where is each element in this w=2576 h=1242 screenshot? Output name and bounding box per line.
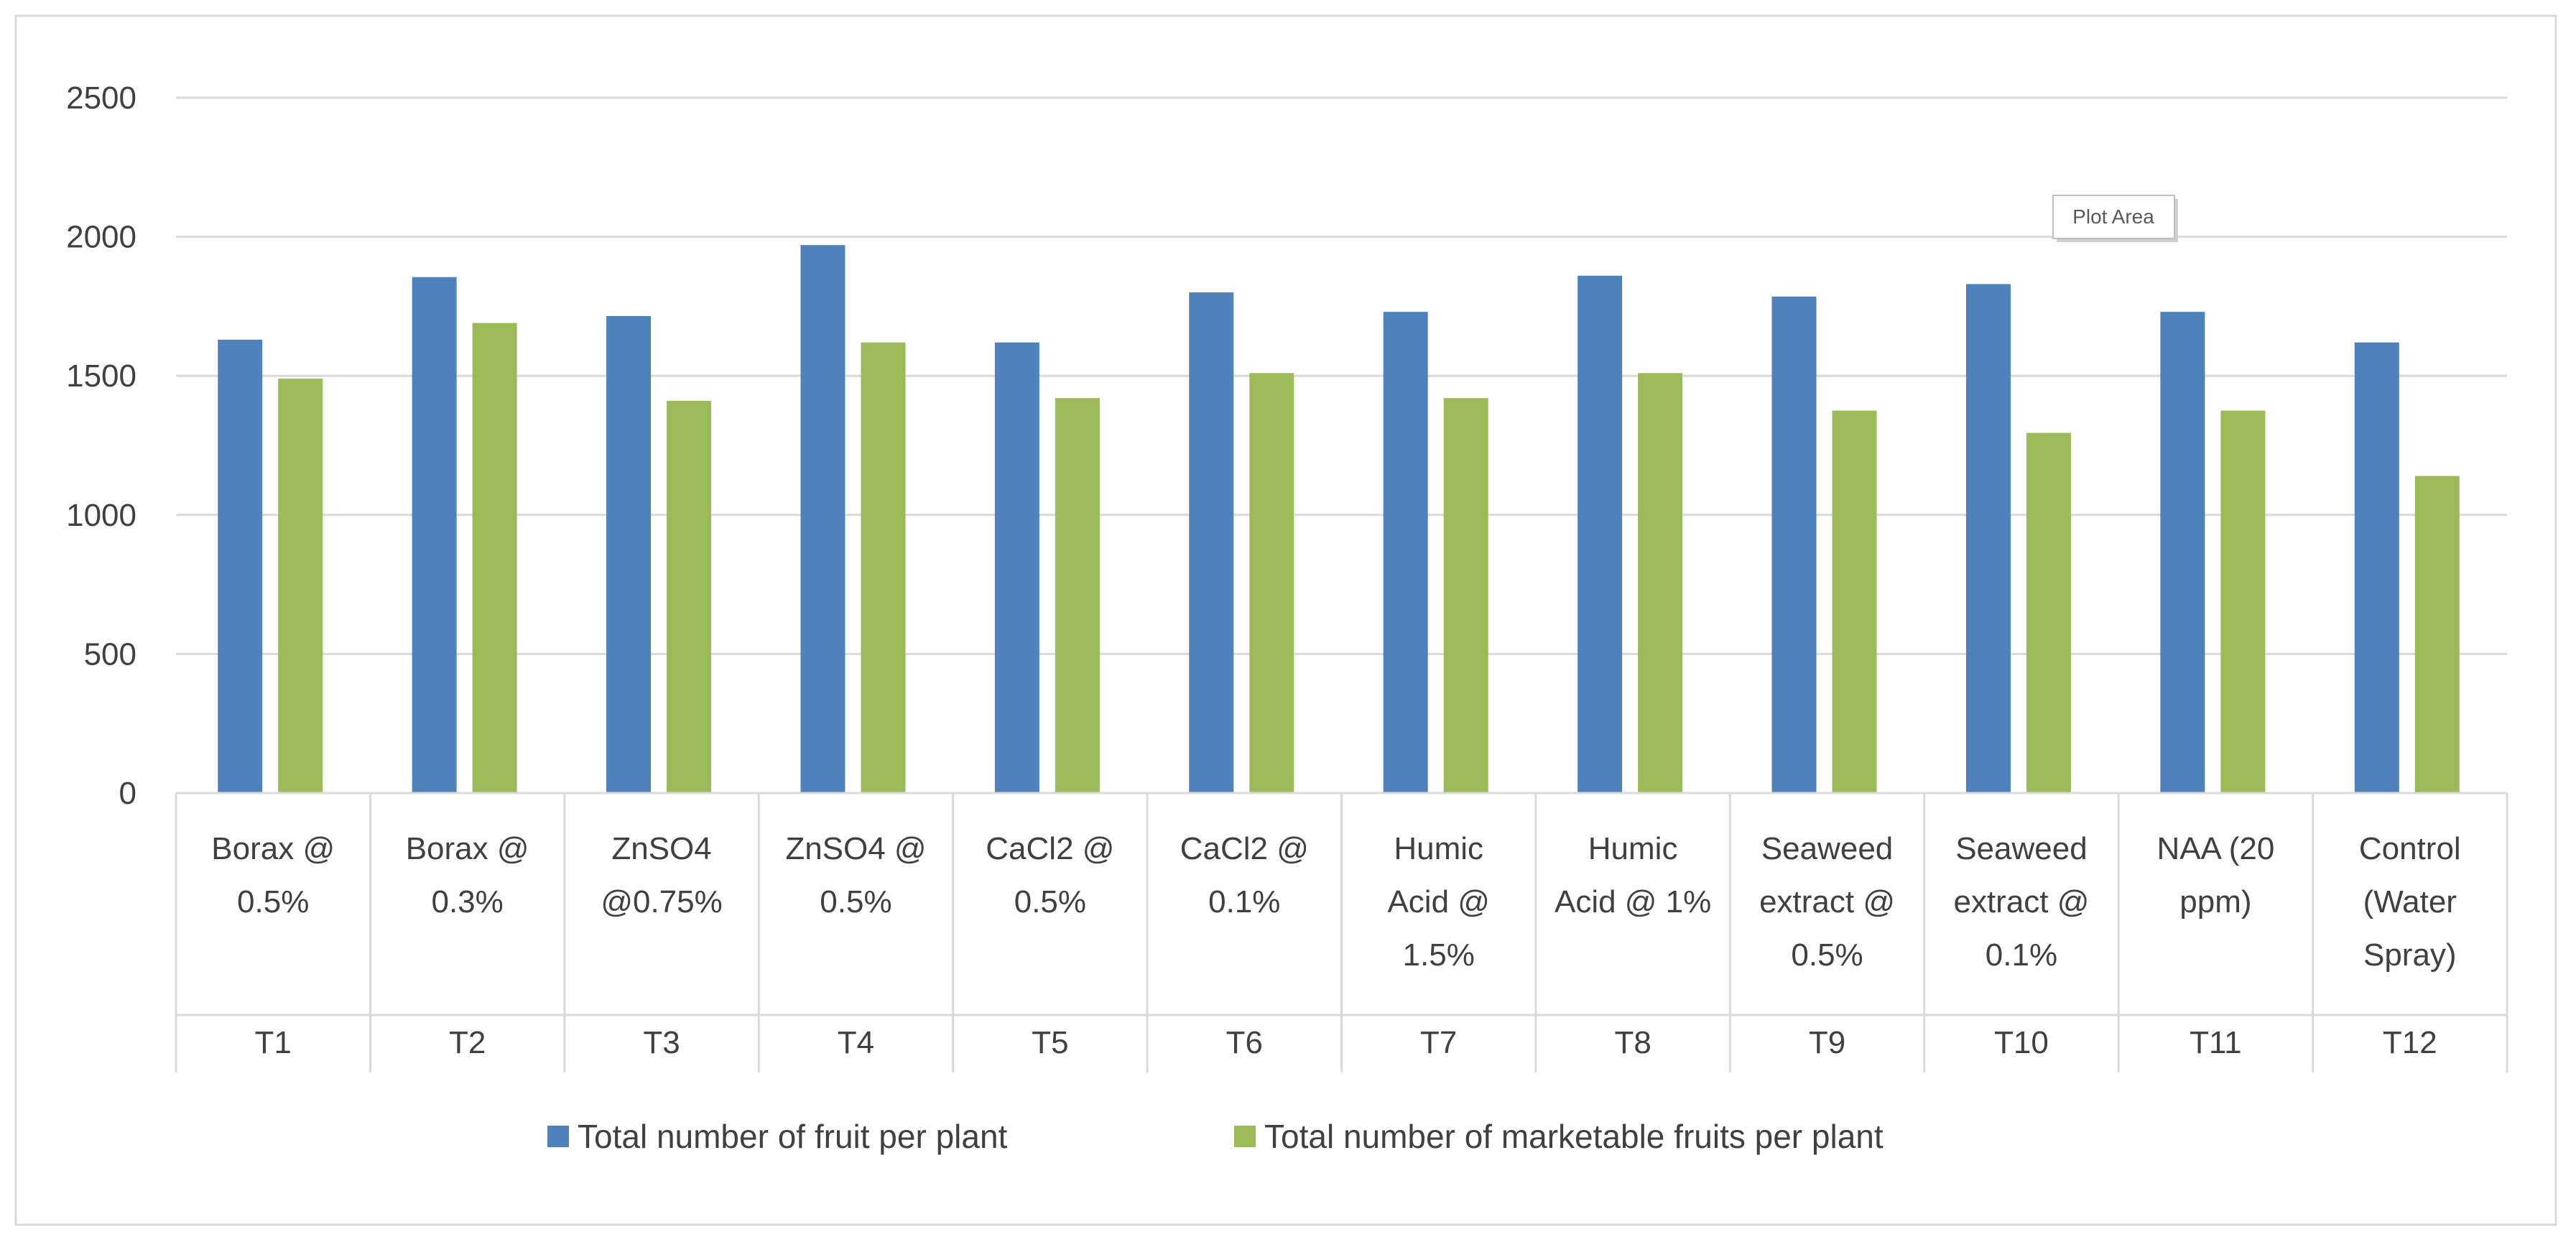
x-category-label: 0.5% <box>820 884 891 919</box>
x-category-label: (Water <box>2363 884 2457 919</box>
y-tick-label: 1000 <box>66 498 136 533</box>
bar-series-2-t9 <box>1832 410 1877 793</box>
y-tick-label: 2500 <box>66 80 136 116</box>
x-category-label: CaCl2 @ <box>1180 831 1309 866</box>
y-tick-label: 0 <box>119 776 136 811</box>
x-category-label: @0.75% <box>601 884 722 919</box>
x-category-code: T5 <box>1032 1025 1068 1060</box>
legend-swatch-series-2 <box>1234 1126 1256 1147</box>
bar-series-2-t11 <box>2220 410 2266 793</box>
legend-label-series-1: Total number of fruit per plant <box>578 1118 1008 1155</box>
x-category-code: T7 <box>1420 1025 1457 1060</box>
bars <box>218 245 2460 794</box>
x-category-code: T12 <box>2383 1025 2437 1060</box>
x-category-label: NAA (20 <box>2156 831 2274 866</box>
x-axis: Borax @ 0.5% T1 Borax @ 0.3% T2 ZnSO4 @0.75% T3 Z… <box>175 792 2508 1072</box>
bar-series-2-t4 <box>861 342 906 794</box>
bar-series-1-t11 <box>2160 312 2205 793</box>
x-category-label: 0.1% <box>1208 884 1280 919</box>
x-category-label: Acid @ <box>1387 884 1489 919</box>
bar-series-2-t2 <box>472 323 517 794</box>
x-category-code: T4 <box>838 1025 874 1060</box>
legend: Total number of fruit per plant Total num… <box>547 1118 1884 1155</box>
bar-series-2-t10 <box>2026 432 2071 793</box>
tooltip-text: Plot Area <box>2072 205 2154 228</box>
x-category-label: 0.5% <box>1014 884 1086 919</box>
x-category-label: Humic <box>1394 831 1483 866</box>
x-category-label: 0.1% <box>1986 937 2057 973</box>
gridlines <box>176 96 2507 655</box>
y-tick-label: 500 <box>84 636 136 672</box>
x-category-code: T2 <box>449 1025 486 1060</box>
bar-series-2-t6 <box>1249 373 1294 793</box>
bar-series-2-t8 <box>1638 373 1683 793</box>
bar-series-1-t5 <box>994 342 1039 794</box>
x-category-label: extract @ <box>1759 884 1895 919</box>
plot-area-tooltip: Plot Area <box>2052 195 2178 242</box>
x-category-label: Spray) <box>2363 937 2457 973</box>
bar-series-2-t1 <box>278 379 323 793</box>
bar-series-1-t9 <box>1771 296 1817 793</box>
x-category-label: 1.5% <box>1403 937 1475 973</box>
legend-swatch-series-1 <box>547 1126 569 1147</box>
bar-series-1-t7 <box>1383 312 1428 793</box>
x-category-label: CaCl2 @ <box>986 831 1114 866</box>
bar-series-1-t2 <box>412 277 457 793</box>
x-category-label: ZnSO4 @ <box>785 831 926 866</box>
x-category-label: Borax @ <box>211 831 335 866</box>
x-category-label: extract @ <box>1953 884 2089 919</box>
x-category-code: T10 <box>1994 1025 2049 1060</box>
y-tick-label: 2000 <box>66 220 136 255</box>
tooltip-box <box>2052 195 2175 239</box>
bar-series-2-t3 <box>667 401 712 793</box>
x-category-label: 0.3% <box>431 884 503 919</box>
bar-series-1-t3 <box>606 315 652 793</box>
bar-series-2-t7 <box>1443 398 1488 793</box>
x-category-label: Borax @ <box>406 831 529 866</box>
y-axis-ticks: 0 500 1000 1500 2000 2500 <box>66 80 136 811</box>
bar-series-1-t8 <box>1577 275 1623 794</box>
bar-series-2-t12 <box>2414 476 2460 793</box>
x-category-label: 0.5% <box>1791 937 1863 973</box>
bar-series-1-t12 <box>2354 342 2399 794</box>
x-category-code: T9 <box>1809 1025 1845 1060</box>
x-category-label: 0.5% <box>237 884 309 919</box>
x-category-code: T6 <box>1226 1025 1263 1060</box>
x-category-label: Acid @ 1% <box>1555 884 1711 919</box>
x-category-code: T1 <box>255 1025 292 1060</box>
legend-label-series-2: Total number of marketable fruits per pl… <box>1264 1118 1884 1155</box>
bar-series-2-t5 <box>1055 398 1100 793</box>
x-category-label: ppm) <box>2179 884 2251 919</box>
x-category-code: T3 <box>643 1025 680 1060</box>
x-category-code: T11 <box>2190 1025 2242 1060</box>
x-category-label: Seaweed <box>1761 831 1893 866</box>
x-category-label: Seaweed <box>1955 831 2087 866</box>
x-category-label: Control <box>2359 831 2461 866</box>
x-category-code: T8 <box>1614 1025 1651 1060</box>
x-category-label: Humic <box>1588 831 1678 866</box>
x-category-label: ZnSO4 <box>611 831 711 866</box>
bar-series-1-t6 <box>1189 292 1234 793</box>
bar-series-1-t10 <box>1965 284 2011 793</box>
bar-series-1-t4 <box>800 245 845 793</box>
y-tick-label: 1500 <box>66 358 136 394</box>
bar-series-1-t1 <box>218 339 263 793</box>
